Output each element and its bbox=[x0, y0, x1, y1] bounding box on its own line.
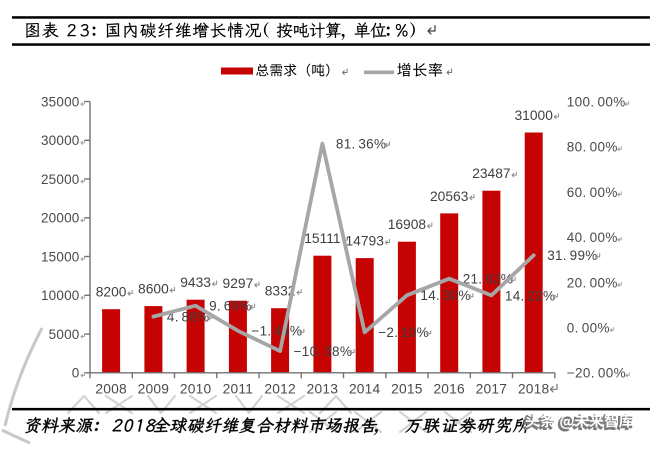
svg-text:2016: 2016 bbox=[433, 382, 465, 397]
svg-text:20563: 20563 bbox=[430, 189, 469, 204]
svg-text:9.69%: 9. 69% bbox=[209, 299, 252, 314]
svg-text:5000: 5000 bbox=[49, 327, 80, 342]
svg-text:8600: 8600 bbox=[138, 282, 169, 297]
svg-text:16908: 16908 bbox=[388, 217, 427, 232]
svg-text:−2.10%: −2. 10% bbox=[378, 325, 429, 340]
svg-text:14793: 14793 bbox=[346, 234, 385, 249]
svg-text:9297: 9297 bbox=[223, 276, 254, 291]
svg-text:0: 0 bbox=[72, 366, 80, 381]
svg-text:2018: 2018 bbox=[518, 382, 550, 397]
svg-text:2012: 2012 bbox=[264, 382, 296, 397]
svg-text:0.00%: 0. 00% bbox=[567, 321, 610, 336]
svg-text:31.99%: 31. 99% bbox=[547, 248, 597, 263]
svg-text:60.00%: 60. 00% bbox=[567, 185, 618, 200]
svg-text:4.88%: 4. 88% bbox=[167, 310, 210, 325]
svg-text:35000: 35000 bbox=[41, 94, 80, 109]
svg-text:−1.44%: −1. 44% bbox=[251, 324, 302, 339]
svg-text:8200: 8200 bbox=[96, 285, 127, 300]
svg-text:15000: 15000 bbox=[41, 249, 80, 264]
svg-text:30000: 30000 bbox=[41, 133, 80, 148]
svg-text:31000: 31000 bbox=[515, 108, 554, 123]
svg-text:−20.00%: −20. 00% bbox=[567, 366, 626, 381]
svg-text:2009: 2009 bbox=[138, 382, 170, 397]
svg-text:14.22%: 14. 22% bbox=[505, 288, 555, 303]
svg-text:2011: 2011 bbox=[223, 382, 253, 397]
svg-text:80.00%: 80. 00% bbox=[567, 140, 618, 155]
svg-text:2015: 2015 bbox=[391, 382, 423, 397]
svg-text:15111: 15111 bbox=[304, 231, 340, 246]
svg-text:2013: 2013 bbox=[307, 382, 339, 397]
svg-text:14.30%: 14. 30% bbox=[420, 288, 470, 303]
svg-text:2017: 2017 bbox=[476, 382, 508, 397]
svg-text:81.36%: 81. 36% bbox=[336, 137, 386, 152]
svg-text:2010: 2010 bbox=[180, 382, 212, 397]
svg-text:25000: 25000 bbox=[41, 172, 80, 187]
svg-text:8332: 8332 bbox=[265, 284, 296, 299]
svg-text:20.00%: 20. 00% bbox=[567, 275, 618, 290]
svg-text:40.00%: 40. 00% bbox=[567, 230, 618, 245]
svg-text:2008: 2008 bbox=[95, 382, 127, 397]
svg-text:23487: 23487 bbox=[472, 166, 510, 181]
svg-text:9433: 9433 bbox=[180, 275, 211, 290]
svg-text:20000: 20000 bbox=[41, 211, 80, 226]
svg-text:2014: 2014 bbox=[349, 382, 381, 397]
svg-text:10000: 10000 bbox=[41, 288, 80, 303]
